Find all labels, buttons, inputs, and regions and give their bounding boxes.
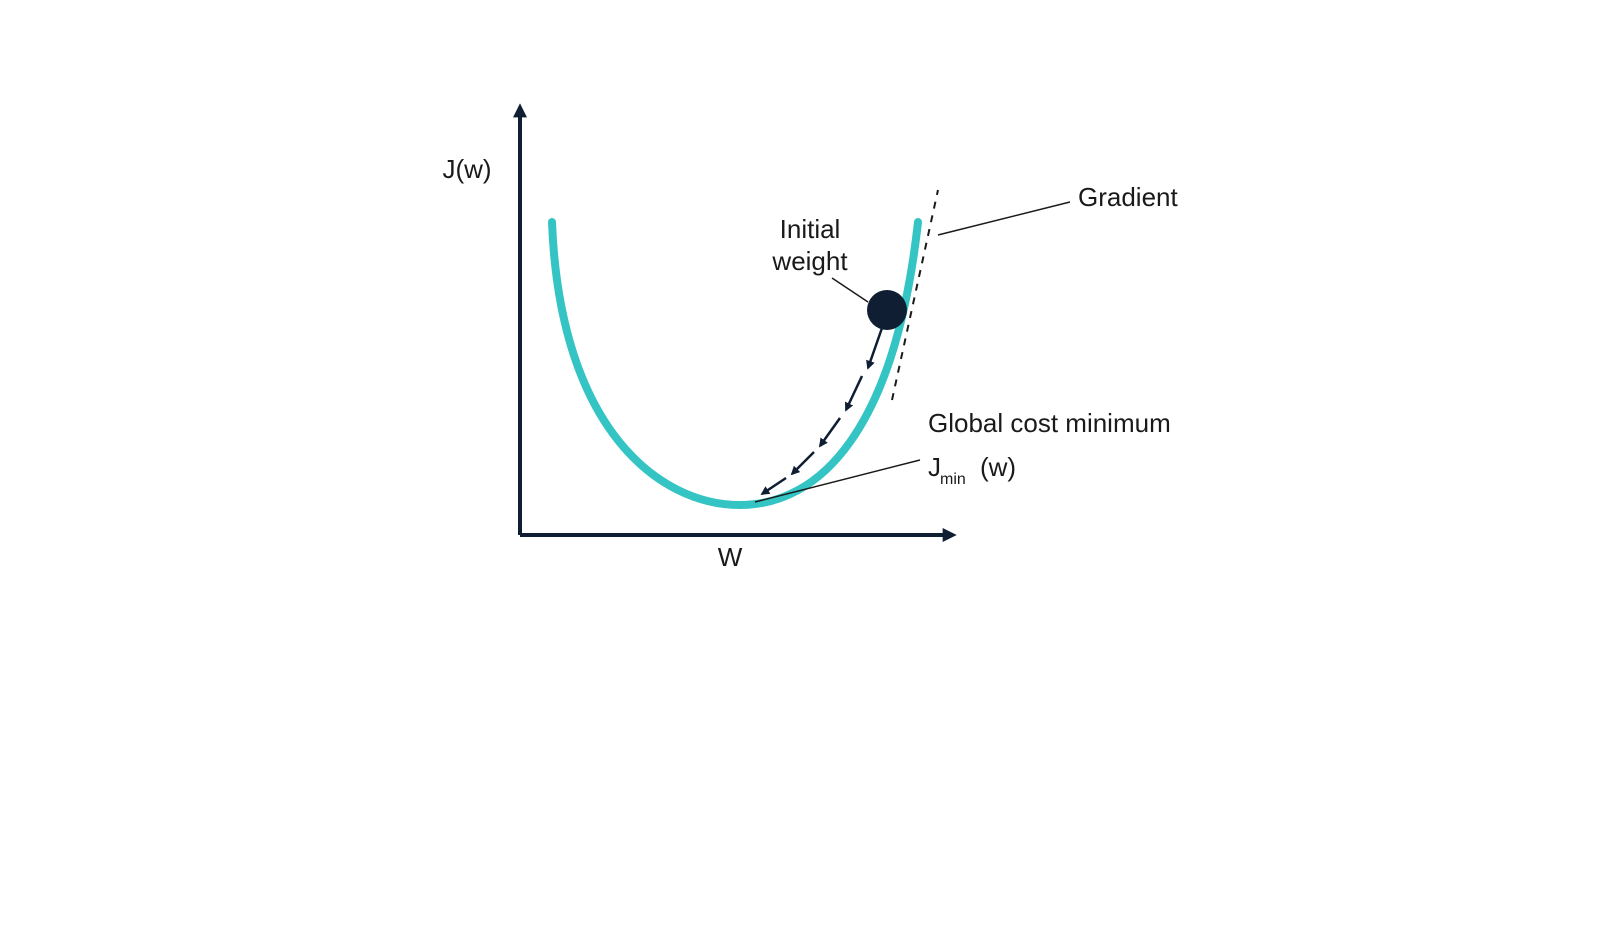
- gradient-label: Gradient: [1078, 182, 1178, 212]
- global-minimum-label: Global cost minimum: [928, 408, 1171, 438]
- leader-initial-weight: [832, 278, 868, 302]
- descent-step-arrow-5: [762, 478, 786, 494]
- initial-weight-label-line2: weight: [771, 246, 848, 276]
- descent-step-arrow-2: [846, 376, 862, 410]
- leader-gradient: [938, 202, 1070, 235]
- x-axis-label: W: [718, 542, 743, 572]
- y-axis-label: J(w): [442, 154, 491, 184]
- descent-step-arrow-4: [792, 452, 814, 474]
- jmin-label-tail: (w): [980, 452, 1016, 482]
- jmin-label-sub: min: [940, 471, 966, 488]
- descent-step-arrow-1: [868, 328, 882, 368]
- initial-weight-point: [867, 290, 907, 330]
- initial-weight-label-line1: Initial: [780, 214, 841, 244]
- cost-curve: [552, 222, 918, 505]
- descent-step-arrow-3: [820, 418, 840, 446]
